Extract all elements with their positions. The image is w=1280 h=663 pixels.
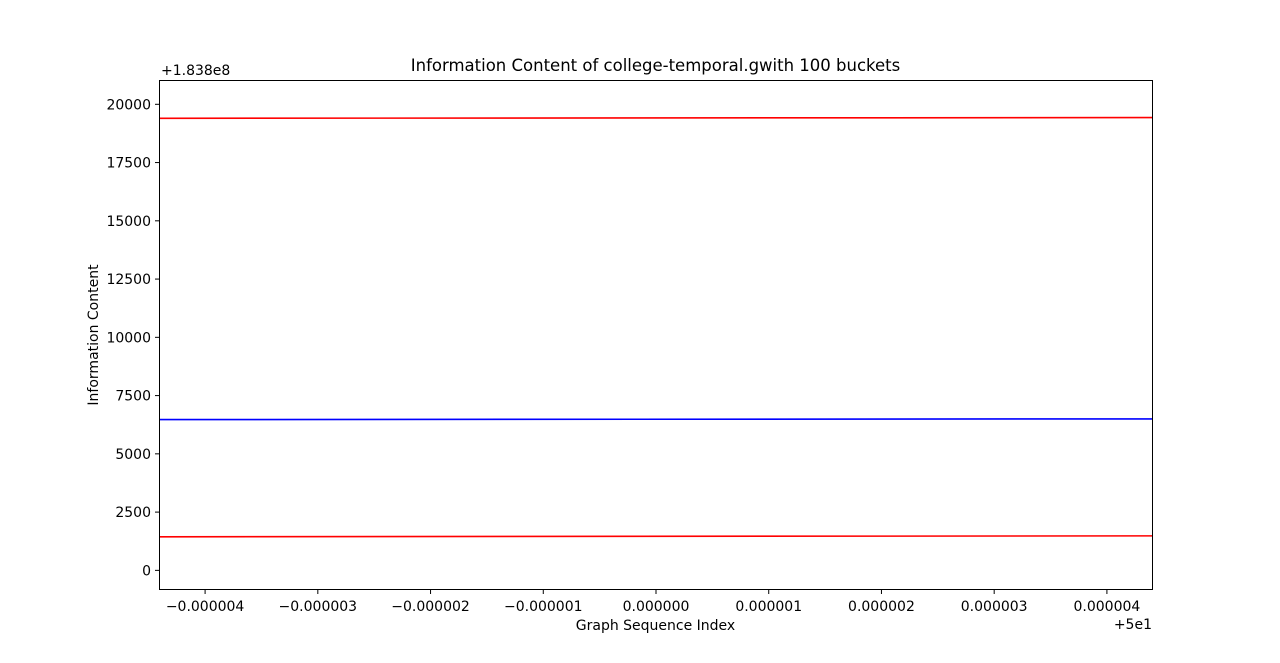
chart-title: Information Content of college-temporal.… bbox=[411, 56, 900, 75]
x-offset-label: +5e1 bbox=[1114, 617, 1152, 633]
series-line-1 bbox=[159, 116, 1153, 120]
series-line-2 bbox=[159, 418, 1153, 421]
x-tick-label: 0.000003 bbox=[961, 599, 1028, 615]
x-tick-label: 0.000001 bbox=[735, 599, 802, 615]
y-tick-label: 2500 bbox=[115, 505, 151, 521]
y-axis-ticks: 0 2500 5000 7500 10000 12500 15000 17500 20000 bbox=[106, 97, 160, 579]
x-axis-ticks: −0.000004 −0.000003 −0.000002 −0.000001 0.00… bbox=[166, 589, 1141, 615]
y-axis-label: Information Content bbox=[86, 264, 102, 406]
series-line-3 bbox=[159, 535, 1153, 538]
x-tick-label: 0.000002 bbox=[848, 599, 915, 615]
plot-frame bbox=[159, 80, 1153, 590]
y-tick-label: 7500 bbox=[115, 389, 151, 405]
y-tick-label: 0 bbox=[142, 563, 151, 579]
y-tick-label: 12500 bbox=[106, 272, 151, 288]
x-tick-label: 0.000004 bbox=[1074, 599, 1141, 615]
y-tick-label: 5000 bbox=[115, 447, 151, 463]
y-tick-label: 20000 bbox=[106, 97, 151, 113]
x-tick-label: 0.000000 bbox=[623, 599, 690, 615]
x-tick-label: −0.000003 bbox=[279, 599, 358, 615]
y-tick-label: 10000 bbox=[106, 330, 151, 346]
x-tick-label: −0.000002 bbox=[391, 599, 470, 615]
series-lines bbox=[159, 116, 1153, 538]
x-tick-label: −0.000001 bbox=[504, 599, 583, 615]
x-tick-label: −0.000004 bbox=[166, 599, 245, 615]
y-tick-label: 17500 bbox=[106, 156, 151, 172]
y-offset-label: +1.838e8 bbox=[161, 63, 230, 79]
x-axis-label: Graph Sequence Index bbox=[576, 618, 735, 634]
y-tick-label: 15000 bbox=[106, 214, 151, 230]
